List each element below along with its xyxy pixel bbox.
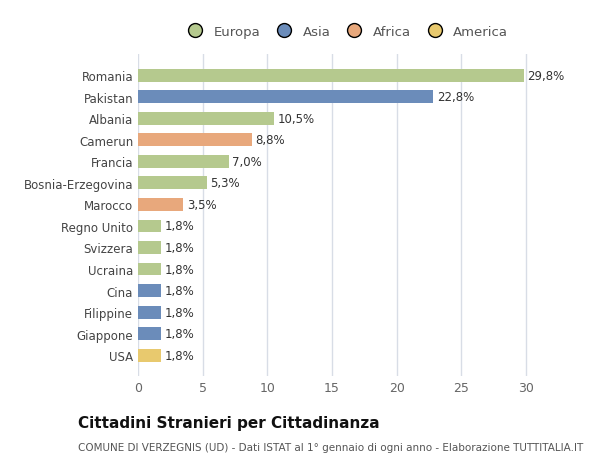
Text: 22,8%: 22,8% xyxy=(437,91,474,104)
Bar xyxy=(138,285,161,297)
Text: 1,8%: 1,8% xyxy=(165,241,195,254)
Bar xyxy=(138,112,274,125)
Text: COMUNE DI VERZEGNIS (UD) - Dati ISTAT al 1° gennaio di ogni anno - Elaborazione : COMUNE DI VERZEGNIS (UD) - Dati ISTAT al… xyxy=(78,442,583,452)
Legend: Europa, Asia, Africa, America: Europa, Asia, Africa, America xyxy=(179,23,511,41)
Text: 5,3%: 5,3% xyxy=(211,177,240,190)
Text: 29,8%: 29,8% xyxy=(527,70,565,83)
Bar xyxy=(138,156,229,168)
Bar xyxy=(138,349,161,362)
Bar xyxy=(138,241,161,254)
Bar xyxy=(138,199,183,212)
Bar xyxy=(138,134,252,147)
Text: Cittadini Stranieri per Cittadinanza: Cittadini Stranieri per Cittadinanza xyxy=(78,415,380,431)
Text: 1,8%: 1,8% xyxy=(165,263,195,276)
Bar xyxy=(138,70,524,83)
Bar xyxy=(138,306,161,319)
Text: 1,8%: 1,8% xyxy=(165,285,195,297)
Bar xyxy=(138,220,161,233)
Text: 3,5%: 3,5% xyxy=(187,198,217,212)
Text: 10,5%: 10,5% xyxy=(278,112,315,126)
Text: 7,0%: 7,0% xyxy=(232,156,262,168)
Bar xyxy=(138,327,161,340)
Bar xyxy=(138,263,161,276)
Text: 1,8%: 1,8% xyxy=(165,349,195,362)
Bar xyxy=(138,91,433,104)
Text: 8,8%: 8,8% xyxy=(256,134,286,147)
Text: 1,8%: 1,8% xyxy=(165,220,195,233)
Text: 1,8%: 1,8% xyxy=(165,306,195,319)
Bar xyxy=(138,177,206,190)
Text: 1,8%: 1,8% xyxy=(165,327,195,340)
